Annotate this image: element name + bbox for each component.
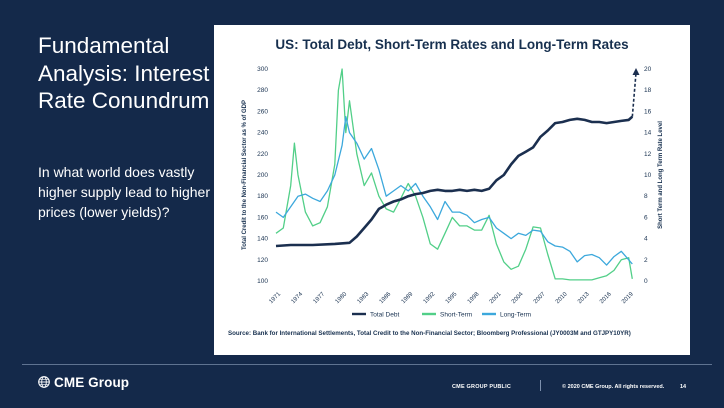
left-axis-tick-label: 220 bbox=[257, 151, 268, 158]
right-axis-tick-label: 12 bbox=[644, 151, 652, 158]
right-axis-tick-label: 4 bbox=[644, 236, 648, 243]
footer-separator bbox=[540, 380, 541, 391]
projection-dashed-line bbox=[631, 72, 637, 117]
legend-label: Total Debt bbox=[370, 312, 399, 319]
legend-label: Short-Term bbox=[440, 312, 472, 319]
cme-group-logo: CME Group bbox=[38, 373, 129, 391]
x-axis-tick-label: 1989 bbox=[401, 291, 415, 305]
x-axis-tick-label: 1998 bbox=[467, 291, 481, 305]
left-axis-tick-label: 260 bbox=[257, 108, 268, 115]
left-axis-tick-label: 300 bbox=[257, 66, 268, 73]
right-axis-tick-label: 2 bbox=[644, 257, 648, 264]
x-axis-tick-label: 2007 bbox=[533, 291, 547, 305]
x-axis-tick-label: 1986 bbox=[379, 291, 393, 305]
right-axis-tick-label: 16 bbox=[644, 108, 652, 115]
legend-label: Long-Term bbox=[500, 312, 531, 319]
right-axis-tick-label: 18 bbox=[644, 87, 652, 94]
right-axis-tick-label: 10 bbox=[644, 172, 652, 179]
x-axis-tick-label: 2019 bbox=[621, 291, 635, 305]
left-axis-tick-label: 180 bbox=[257, 193, 268, 200]
footer-copyright: © 2020 CME Group. All rights reserved. bbox=[562, 384, 665, 390]
chart-title: US: Total Debt, Short-Term Rates and Lon… bbox=[275, 37, 629, 52]
x-axis-tick-label: 1983 bbox=[357, 291, 371, 305]
footer-classification: CME GROUP PUBLIC bbox=[452, 384, 512, 390]
chart-source-note: Source: Bank for International Settlemen… bbox=[228, 330, 631, 337]
series-line-short-term bbox=[275, 68, 633, 281]
right-axis-tick-label: 14 bbox=[644, 130, 652, 137]
right-axis-tick-label: 0 bbox=[644, 278, 648, 285]
left-axis-title: Total Credit to the Non-Financial Sector… bbox=[242, 100, 248, 250]
x-axis-tick-label: 1995 bbox=[445, 291, 459, 305]
globe-icon bbox=[38, 376, 50, 388]
right-axis-tick-label: 20 bbox=[644, 66, 652, 73]
chart-plot: 100 120 140 160 180 200 220 240 260 280 300 0 2 4 6 8 10… bbox=[242, 66, 664, 319]
left-axis-tick-label: 240 bbox=[257, 130, 268, 137]
x-axis-tick-label: 1980 bbox=[335, 291, 349, 305]
x-axis-tick-label: 1977 bbox=[313, 291, 327, 305]
series-line-total-debt bbox=[275, 115, 634, 248]
left-axis-tick-label: 140 bbox=[257, 236, 268, 243]
logo-text: CME Group bbox=[54, 374, 130, 390]
x-axis-tick-label: 2010 bbox=[555, 291, 569, 305]
chart-card: 100 120 140 160 180 200 220 240 260 280 300 0 2 4 6 8 10… bbox=[214, 25, 690, 355]
left-axis-tick-label: 200 bbox=[257, 172, 268, 179]
page-number: 14 bbox=[680, 384, 687, 390]
right-axis-title: Short Term and Long Term Rate Level bbox=[658, 121, 664, 229]
x-axis-tick-label: 1971 bbox=[268, 291, 282, 305]
left-axis-tick-label: 280 bbox=[257, 87, 268, 94]
x-axis-tick-label: 1974 bbox=[290, 291, 304, 305]
x-axis-tick-label: 2001 bbox=[489, 291, 503, 305]
left-axis-tick-label: 160 bbox=[257, 214, 268, 221]
slide-body-text: In what world does vastly higher supply … bbox=[38, 164, 211, 220]
x-axis-tick-label: 2016 bbox=[599, 291, 613, 305]
right-axis-tick-label: 8 bbox=[644, 193, 648, 200]
x-axis-tick-label: 1992 bbox=[423, 291, 437, 305]
left-axis-tick-label: 120 bbox=[257, 257, 268, 264]
left-axis-tick-label: 100 bbox=[257, 278, 268, 285]
right-axis-tick-label: 6 bbox=[644, 214, 648, 221]
projection-arrow-icon bbox=[632, 68, 640, 75]
slide-title: Fundamental Analysis: Interest Rate Conu… bbox=[38, 33, 210, 113]
series-line-long-term bbox=[275, 116, 633, 266]
x-axis-tick-label: 2004 bbox=[511, 291, 525, 305]
x-axis-tick-label: 2013 bbox=[577, 291, 591, 305]
footer-divider bbox=[22, 364, 712, 365]
